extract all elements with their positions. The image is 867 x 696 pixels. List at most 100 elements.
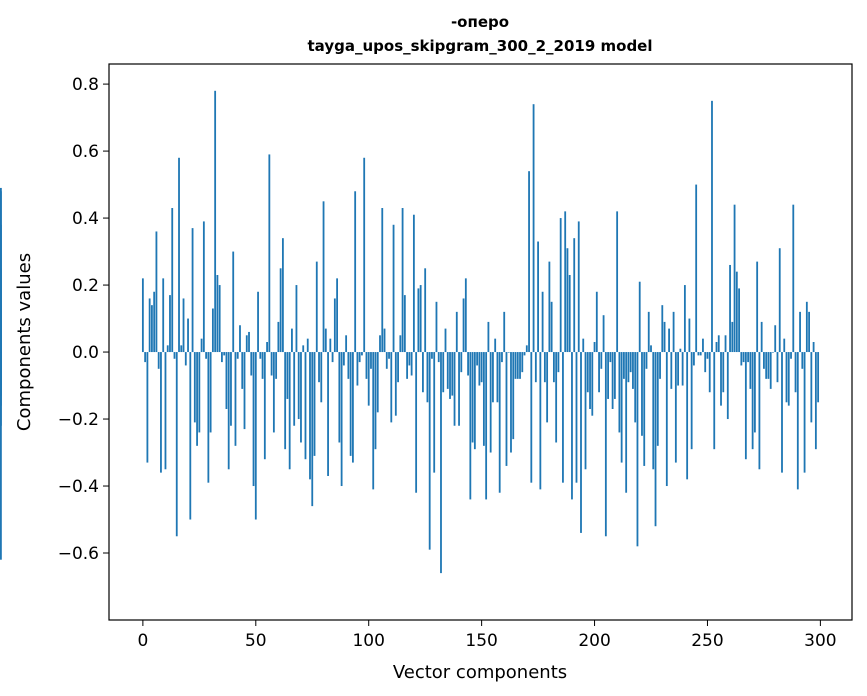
bar-169 xyxy=(523,352,526,356)
bar-31 xyxy=(211,308,214,353)
bar-181 xyxy=(550,301,553,353)
bar-124 xyxy=(422,352,424,393)
bar-171 xyxy=(528,171,530,353)
bar-100 xyxy=(367,352,370,406)
bar-43 xyxy=(239,325,241,353)
bar-75 xyxy=(311,352,314,507)
bar-189 xyxy=(568,275,571,353)
bar-143 xyxy=(464,278,467,353)
bar-297 xyxy=(812,342,815,353)
bar-136 xyxy=(449,352,451,399)
bar-266 xyxy=(742,352,745,363)
bar-271 xyxy=(753,352,756,433)
bar-200 xyxy=(593,342,596,353)
bar-105 xyxy=(379,335,381,353)
bar-53 xyxy=(261,352,264,379)
bar-242 xyxy=(688,318,691,353)
bar-68 xyxy=(295,285,298,353)
bar-112 xyxy=(394,352,397,416)
bar-252 xyxy=(711,100,713,353)
bar-276 xyxy=(765,352,768,379)
bar-45 xyxy=(243,352,246,430)
bar-13 xyxy=(171,208,174,353)
bar-35 xyxy=(221,352,223,363)
bar-221 xyxy=(641,352,643,436)
bar-299 xyxy=(817,352,820,403)
bar-151 xyxy=(482,352,485,446)
bar-24 xyxy=(196,352,198,446)
bar-175 xyxy=(537,241,539,353)
bar-61 xyxy=(279,268,282,353)
bar-90 xyxy=(345,335,348,353)
bar-77 xyxy=(315,261,318,353)
bar-95 xyxy=(356,352,359,386)
bar-55 xyxy=(266,342,268,353)
bar-172 xyxy=(530,352,533,483)
bar-209 xyxy=(613,352,616,399)
bar-220 xyxy=(638,281,641,353)
bar-224 xyxy=(647,311,650,353)
bar-158 xyxy=(498,352,501,493)
bar-213 xyxy=(623,352,625,379)
bar-115 xyxy=(401,208,404,353)
bar-107 xyxy=(383,328,386,353)
bar-34 xyxy=(218,285,221,353)
bar-219 xyxy=(636,352,639,547)
bar-101 xyxy=(370,352,372,369)
bar-259 xyxy=(726,352,729,420)
bar-17 xyxy=(180,345,183,353)
bar-185 xyxy=(559,218,562,353)
y-axis-ticks: −0.6 −0.4 −0.2 0.0 0.2 0.4 0.6 0.8 xyxy=(58,75,109,564)
bar-225 xyxy=(650,345,652,353)
bar-4 xyxy=(151,305,153,353)
bar-238 xyxy=(679,348,682,353)
bar-41 xyxy=(234,352,237,446)
bar-243 xyxy=(690,352,693,450)
bar-290 xyxy=(796,352,799,490)
bar-80 xyxy=(322,201,325,353)
bar-191 xyxy=(573,238,576,353)
bar-96 xyxy=(358,352,361,363)
bar-70 xyxy=(300,352,302,443)
bar-65 xyxy=(288,352,291,470)
bar-211 xyxy=(618,352,621,433)
bar-196 xyxy=(584,352,587,470)
bar-103 xyxy=(374,352,377,450)
bar-122 xyxy=(417,288,420,353)
bar-5 xyxy=(153,291,156,353)
bar-234 xyxy=(670,352,673,389)
bar-294 xyxy=(805,301,808,353)
bar-91 xyxy=(347,352,350,379)
bar-218 xyxy=(634,352,637,423)
bar-67 xyxy=(293,352,296,426)
bar-239 xyxy=(681,352,684,386)
bar-174 xyxy=(534,352,537,383)
bar-267 xyxy=(744,352,747,460)
bar-79 xyxy=(320,352,323,403)
bar-18 xyxy=(182,298,185,353)
bar-229 xyxy=(659,352,661,379)
bar-32 xyxy=(214,90,217,353)
bar-249 xyxy=(704,352,707,373)
bar-270 xyxy=(751,352,754,450)
x-tick-label-0: 0 xyxy=(137,631,148,651)
bar-183 xyxy=(555,352,558,443)
bar-230 xyxy=(661,305,664,353)
bar-250 xyxy=(706,352,709,359)
bar-223 xyxy=(645,352,648,369)
bar-298 xyxy=(814,352,817,450)
x-tick-label-300: 300 xyxy=(804,631,836,651)
bar-204 xyxy=(602,315,605,353)
bar-277 xyxy=(767,352,770,379)
bar-66 xyxy=(291,328,293,353)
bar-280 xyxy=(774,325,777,353)
bar-63 xyxy=(284,352,287,450)
bar-133 xyxy=(442,352,445,393)
bar-23 xyxy=(193,352,196,423)
bar-20 xyxy=(187,318,189,353)
bar-29 xyxy=(207,352,210,483)
y-tick-label-7: 0.8 xyxy=(72,75,99,95)
bar-167 xyxy=(519,352,521,379)
bar-199 xyxy=(591,352,594,416)
bar-248 xyxy=(702,338,704,353)
